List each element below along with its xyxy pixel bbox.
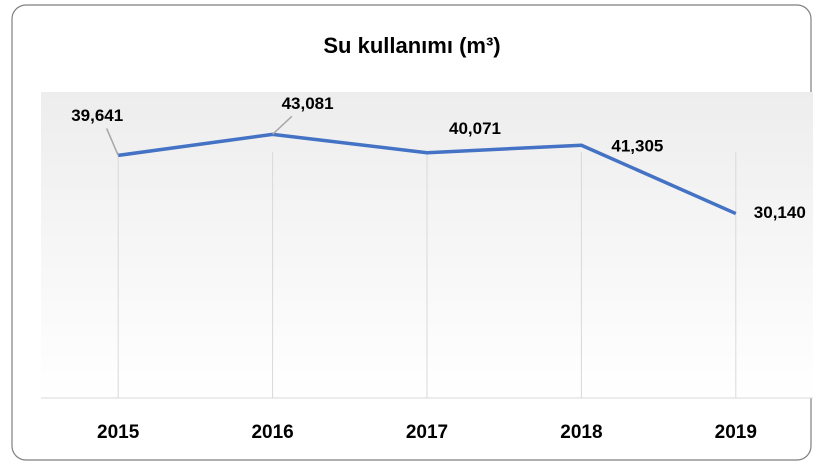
x-tick-label: 2015 [97, 422, 140, 443]
x-tick-label: 2016 [251, 422, 293, 443]
chart-title: Su kullanımı (m³) [323, 33, 500, 58]
data-label: 30,140 [754, 203, 806, 222]
data-label: 40,071 [449, 119, 501, 138]
line-series [117, 132, 737, 216]
x-tick-label: 2019 [715, 422, 757, 443]
x-tick-label: 2018 [560, 422, 602, 443]
data-label: 39,641 [71, 106, 123, 125]
leader-line [272, 115, 293, 135]
leader-line [105, 128, 119, 156]
x-tick-label: 2017 [406, 422, 448, 443]
data-label: 43,081 [282, 94, 334, 113]
data-label: 41,305 [611, 137, 663, 156]
